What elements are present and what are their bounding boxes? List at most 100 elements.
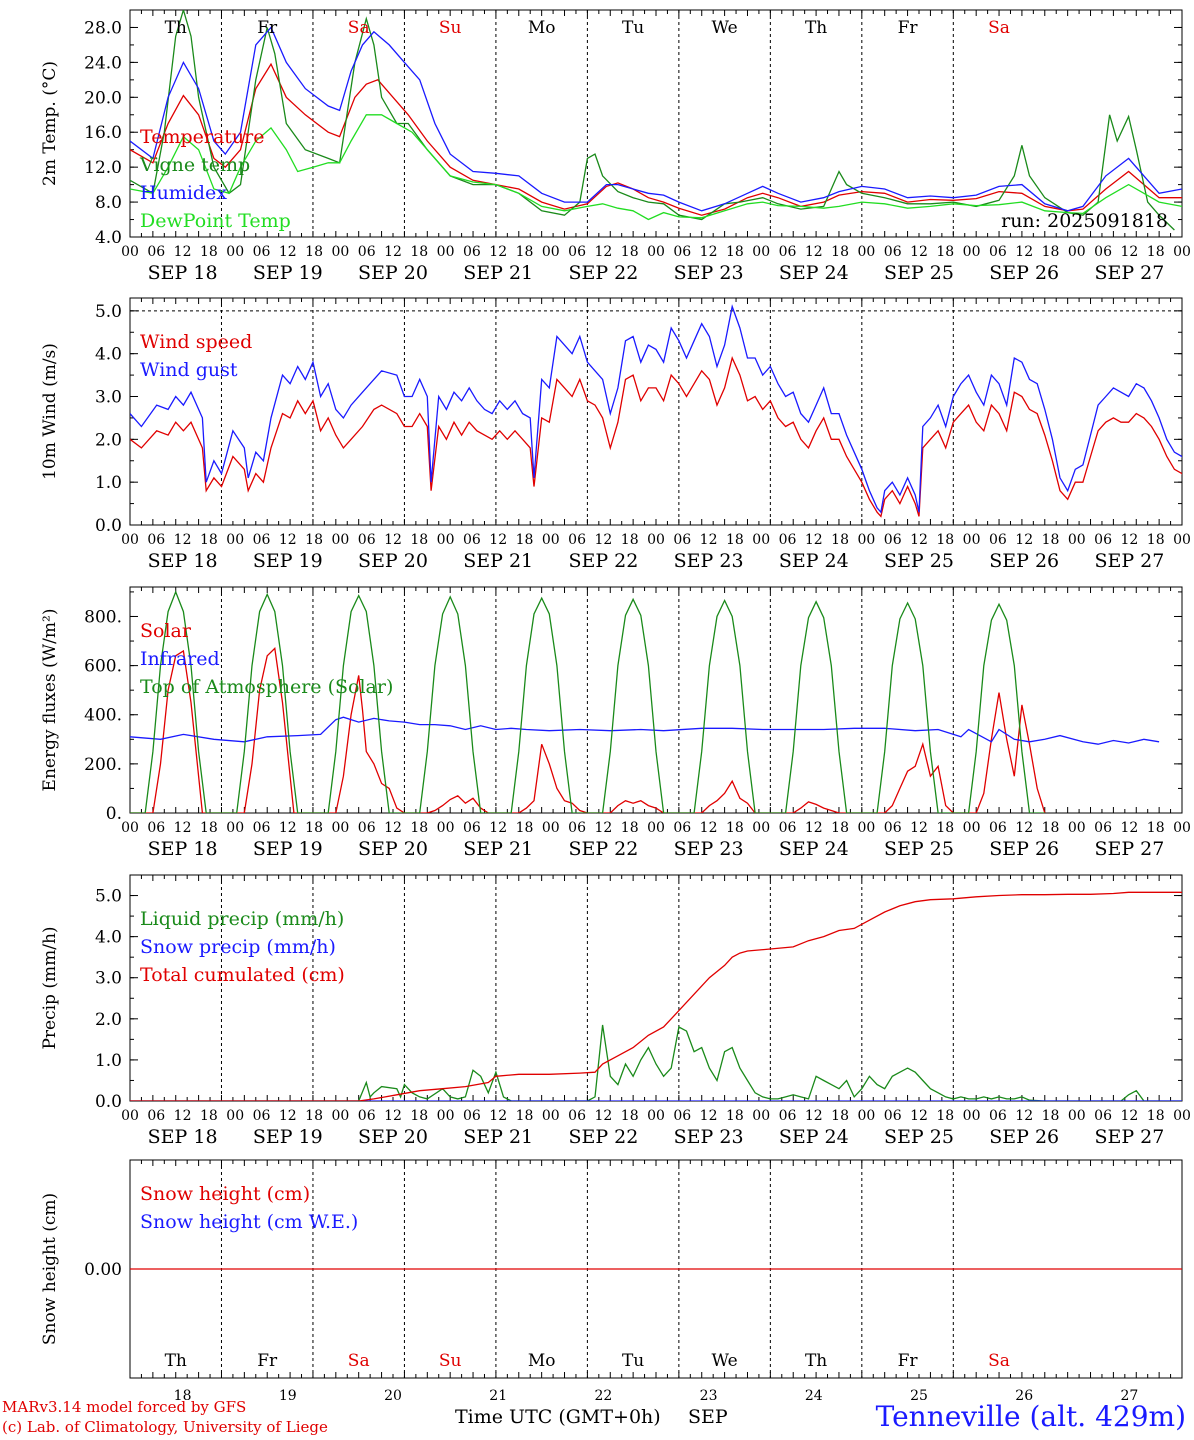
hour-tick-label: 06 — [884, 244, 902, 260]
hour-tick-label: 00 — [752, 244, 770, 260]
date-label: SEP 20 — [358, 1126, 428, 1148]
hour-tick-label: 12 — [279, 532, 297, 548]
hour-tick-label: 18 — [200, 244, 218, 260]
y-tick-label: 12.0 — [84, 158, 122, 178]
hour-tick-label: 06 — [358, 820, 376, 836]
weekday-label: Su — [439, 18, 462, 38]
hour-tick-label: 18 — [831, 244, 849, 260]
hour-tick-label: 18 — [936, 820, 954, 836]
y-tick-label: 1.0 — [95, 473, 122, 493]
hour-tick-label: 12 — [910, 244, 928, 260]
hour-tick-label: 06 — [463, 532, 481, 548]
hour-tick-label: 18 — [936, 532, 954, 548]
hour-tick-label: 06 — [463, 820, 481, 836]
date-label: SEP 21 — [463, 838, 533, 860]
weekday-label: Th — [805, 1351, 827, 1371]
hour-tick-label: 12 — [1015, 820, 1033, 836]
y-tick-label: 600. — [84, 657, 122, 677]
date-label: SEP 19 — [253, 550, 323, 572]
hour-tick-label: 18 — [200, 820, 218, 836]
hour-tick-label: 18 — [516, 532, 534, 548]
hour-tick-label: 18 — [936, 244, 954, 260]
hour-tick-label: 00 — [437, 820, 455, 836]
hour-tick-label: 12 — [279, 820, 297, 836]
hour-tick-label: 06 — [1094, 820, 1112, 836]
date-label: SEP 25 — [884, 550, 954, 572]
hour-tick-label: 00 — [963, 532, 981, 548]
panel-frame — [130, 587, 1182, 813]
hour-tick-label: 00 — [331, 820, 349, 836]
hour-tick-label: 12 — [279, 244, 297, 260]
hour-tick-label: 06 — [989, 1108, 1007, 1124]
hour-tick-label: 06 — [779, 820, 797, 836]
hour-tick-label: 12 — [910, 532, 928, 548]
hour-tick-label: 18 — [936, 1108, 954, 1124]
weekday-label: Fr — [257, 1351, 278, 1371]
hour-tick-label: 18 — [1042, 244, 1060, 260]
series-line-vigne-temp — [130, 10, 1174, 230]
legend-entry: DewPoint Temp — [140, 210, 291, 232]
hour-tick-label: 18 — [516, 820, 534, 836]
hour-tick-label: 12 — [1120, 820, 1138, 836]
weekday-label: Fr — [898, 18, 919, 38]
date-label: SEP 20 — [358, 262, 428, 284]
hour-tick-label: 00 — [226, 820, 244, 836]
hour-tick-label: 12 — [1015, 244, 1033, 260]
date-label: SEP 24 — [779, 550, 849, 572]
hour-tick-label: 00 — [752, 820, 770, 836]
hour-tick-label: 18 — [1147, 244, 1165, 260]
date-label: SEP 19 — [253, 262, 323, 284]
hour-tick-label: 18 — [305, 1108, 323, 1124]
weekday-label: Mo — [528, 18, 556, 38]
hour-tick-label: 06 — [1094, 532, 1112, 548]
date-label: SEP 23 — [674, 550, 744, 572]
hour-tick-label: 18 — [726, 244, 744, 260]
hour-tick-label: 18 — [305, 820, 323, 836]
hour-tick-label: 00 — [963, 1108, 981, 1124]
date-label: SEP 21 — [463, 550, 533, 572]
hour-tick-label: 06 — [779, 1108, 797, 1124]
weekday-label: Su — [439, 1351, 462, 1371]
legend-entry: Solar — [140, 620, 192, 642]
meteogram-chart: 4.08.012.016.020.024.028.02m Temp. (°C)T… — [0, 0, 1194, 1440]
hour-tick-label: 00 — [1173, 532, 1191, 548]
weekday-label: Th — [165, 1351, 187, 1371]
legend-entry: Humidex — [140, 182, 227, 204]
y-axis-label: 2m Temp. (°C) — [40, 61, 60, 186]
date-label: SEP 24 — [779, 838, 849, 860]
hour-tick-label: 00 — [857, 532, 875, 548]
hour-tick-label: 12 — [700, 1108, 718, 1124]
hour-tick-label: 00 — [963, 244, 981, 260]
hour-tick-label: 12 — [910, 820, 928, 836]
hour-tick-label: 06 — [358, 244, 376, 260]
hour-tick-label: 06 — [253, 532, 271, 548]
date-label: SEP 23 — [674, 838, 744, 860]
date-label: SEP 27 — [1094, 1126, 1164, 1148]
date-label: SEP 27 — [1094, 262, 1164, 284]
hour-tick-label: 00 — [437, 1108, 455, 1124]
date-label: SEP 23 — [674, 1126, 744, 1148]
hour-tick-label: 06 — [147, 820, 165, 836]
legend-entry: Liquid precip (mm/h) — [140, 908, 344, 930]
hour-tick-label: 00 — [647, 820, 665, 836]
y-tick-label: 8.0 — [95, 193, 122, 213]
hour-tick-label: 00 — [1173, 1108, 1191, 1124]
date-label: SEP 26 — [989, 1126, 1059, 1148]
day-number-label: 21 — [489, 1388, 507, 1404]
panel-frame — [130, 298, 1182, 525]
series-line-humidex — [130, 28, 1182, 211]
y-tick-label: 0. — [106, 804, 122, 824]
hour-tick-label: 00 — [1068, 820, 1086, 836]
hour-tick-label: 06 — [673, 532, 691, 548]
hour-tick-label: 06 — [1094, 1108, 1112, 1124]
weekday-label: We — [712, 18, 738, 38]
date-label: SEP 24 — [779, 262, 849, 284]
hour-tick-label: 00 — [331, 532, 349, 548]
date-label: SEP 18 — [148, 838, 218, 860]
hour-tick-label: 12 — [700, 532, 718, 548]
weekday-label: Fr — [898, 1351, 919, 1371]
hour-tick-label: 00 — [647, 532, 665, 548]
model-credit: MARv3.14 model forced by GFS — [2, 1398, 246, 1416]
hour-tick-label: 00 — [437, 532, 455, 548]
date-label: SEP 22 — [568, 1126, 638, 1148]
